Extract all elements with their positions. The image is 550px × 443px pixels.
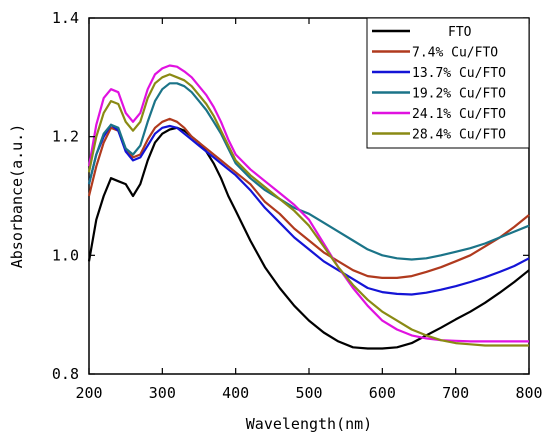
y-tick-label-1: 1.0 bbox=[52, 246, 79, 264]
y-tick-label-0: 0.8 bbox=[52, 365, 79, 383]
legend-label-5: 28.4% Cu/FTO bbox=[412, 128, 506, 143]
legend-label-2: 13.7% Cu/FTO bbox=[412, 66, 506, 81]
series-line-3 bbox=[87, 82, 530, 261]
x-tick-label-3: 500 bbox=[295, 384, 322, 402]
series-layer bbox=[87, 64, 530, 350]
x-tick-label-1: 300 bbox=[149, 384, 176, 402]
x-tick-label-0: 200 bbox=[75, 384, 102, 402]
series-line-5 bbox=[87, 73, 529, 347]
y-axis-title: Absorbance(a.u.) bbox=[8, 124, 26, 269]
legend-label-4: 24.1% Cu/FTO bbox=[412, 107, 506, 122]
series-line-1 bbox=[87, 117, 530, 279]
legend: FTO 7.4% Cu/FTO 13.7% Cu/FTO 19.2% Cu/FTO 24… bbox=[366, 17, 530, 149]
x-tick-label-5: 700 bbox=[442, 384, 469, 402]
legend-label-3: 19.2% Cu/FTO bbox=[412, 87, 506, 102]
y-tick-label-2: 1.2 bbox=[52, 128, 79, 146]
x-tick-label-2: 400 bbox=[222, 384, 249, 402]
series-line-4 bbox=[87, 64, 529, 343]
series-line-0 bbox=[87, 126, 530, 350]
x-axis-title: Wavelength(nm) bbox=[246, 415, 372, 433]
legend-label-1: 7.4% Cu/FTO bbox=[412, 46, 498, 61]
ticks-layer: 200 300 400 500 600 700 800 0.8 1.0 1.2 1.4 bbox=[52, 9, 543, 402]
legend-label-0: FTO bbox=[448, 25, 472, 40]
x-tick-label-6: 800 bbox=[515, 384, 542, 402]
series-line-2 bbox=[87, 123, 530, 296]
legend-box bbox=[366, 17, 530, 149]
y-tick-label-3: 1.4 bbox=[52, 9, 79, 27]
x-tick-label-4: 600 bbox=[369, 384, 396, 402]
